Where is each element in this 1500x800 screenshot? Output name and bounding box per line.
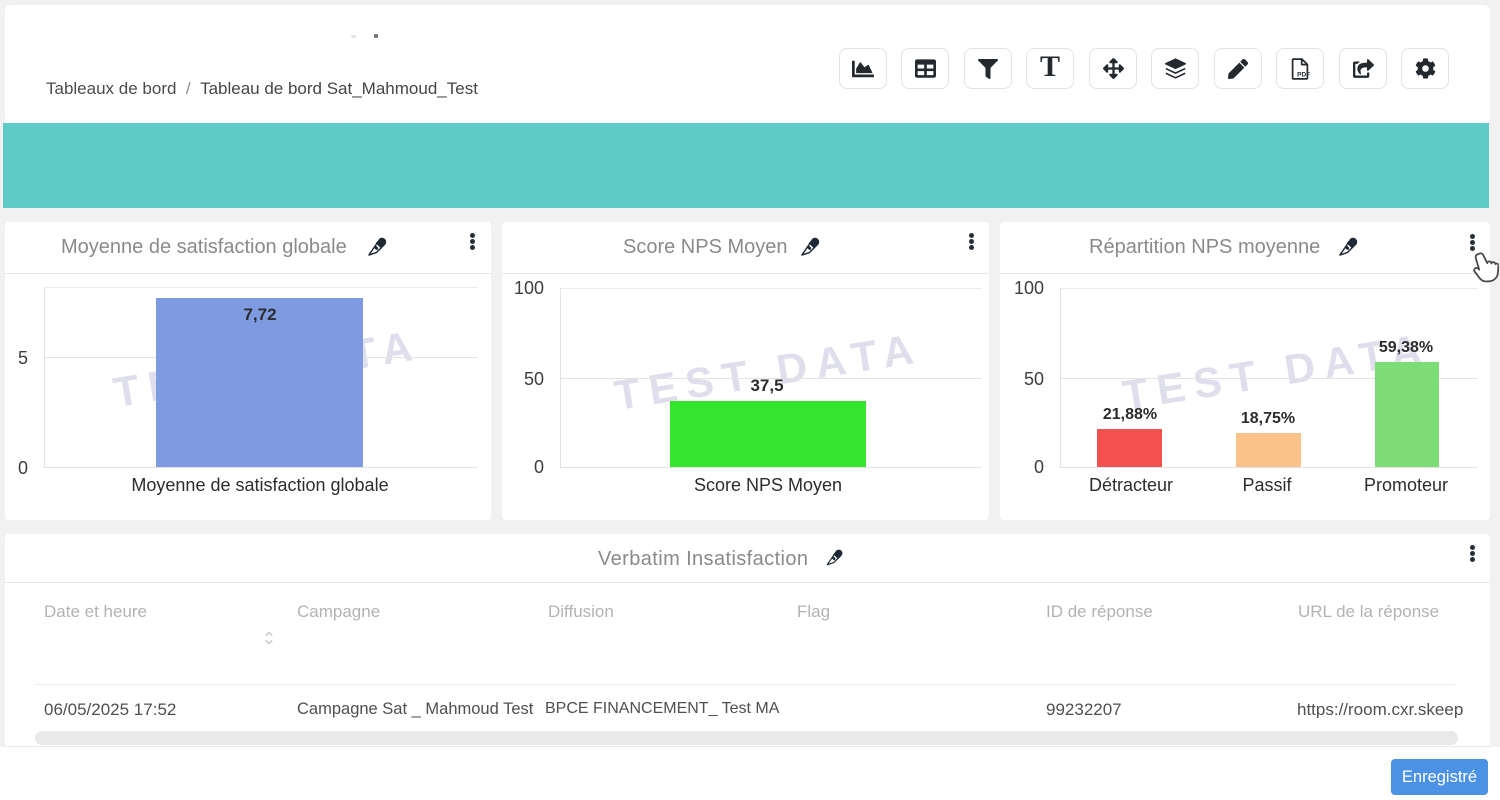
svg-text:PDF: PDF — [1297, 71, 1310, 78]
